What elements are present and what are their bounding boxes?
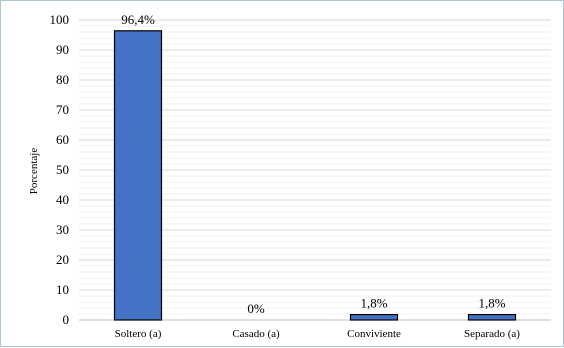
x-tick-label: Soltero (a) [115, 328, 162, 340]
x-tick-label: Separado (a) [464, 328, 520, 340]
bar [467, 314, 517, 321]
data-label: 1,8% [360, 296, 387, 311]
y-tick-label: 10 [56, 282, 69, 297]
labels: 0 10 20 30 40 50 60 70 80 90 100 96,4% Soltero (a) 0%… [50, 12, 521, 340]
x-tick-label: Conviviente [347, 328, 401, 340]
y-tick-label: 80 [56, 72, 69, 87]
y-tick-label: 90 [56, 42, 69, 57]
y-tick-label: 60 [56, 132, 69, 147]
y-tick-label: 50 [56, 162, 69, 177]
bars [113, 30, 517, 321]
x-tick-label: Casado (a) [232, 328, 280, 340]
y-axis-label: Porcentaje [28, 148, 40, 195]
y-tick-label: 40 [56, 192, 69, 207]
y-tick-label: 30 [56, 222, 69, 237]
data-label: 1,8% [478, 296, 505, 311]
data-label: 0% [247, 301, 265, 316]
y-tick-label: 70 [56, 102, 69, 117]
data-label: 96,4% [121, 12, 155, 27]
y-tick-label: 20 [56, 252, 69, 267]
bar [349, 314, 399, 321]
bar [113, 30, 163, 321]
y-tick-label: 0 [63, 312, 70, 327]
y-tick-label: 100 [50, 12, 70, 27]
